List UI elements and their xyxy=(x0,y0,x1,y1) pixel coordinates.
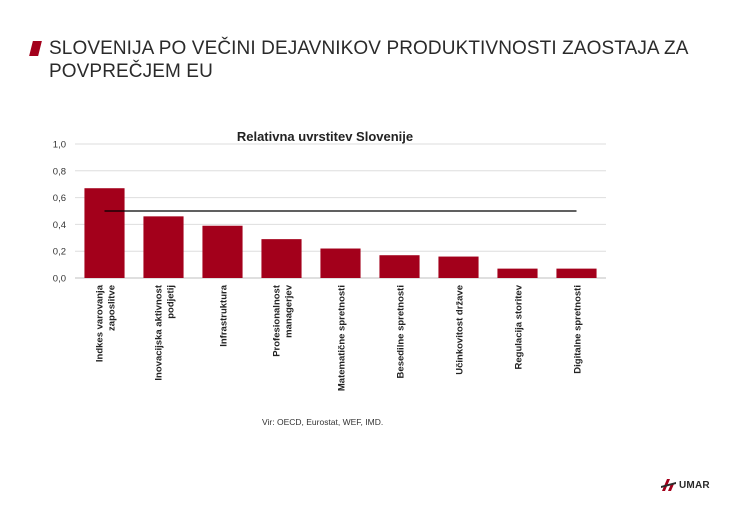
x-tick-label-line: Profesionalnost xyxy=(272,284,283,357)
source-note: Vir: OECD, Eurostat, WEF, IMD. xyxy=(262,417,384,427)
bar xyxy=(438,256,479,278)
x-tick-label: Digitalne spretnosti xyxy=(573,285,584,374)
x-tick-label-line: Matematične spretnosti xyxy=(337,285,348,391)
x-tick-label-line: Infrastruktura xyxy=(219,284,230,346)
y-tick-label: 1,0 xyxy=(53,140,66,151)
x-tick-label: Indkes varovanja zaposlitve xyxy=(95,284,118,362)
bar xyxy=(497,268,538,278)
bar xyxy=(143,216,184,278)
x-tick-label: Profesionalnost managerjev xyxy=(272,284,295,357)
x-tick-label-line: podjetij xyxy=(166,285,177,319)
chart-title: Relativna uvrstitev Slovenije xyxy=(237,129,413,144)
x-tick-label-line: managerjev xyxy=(284,284,295,338)
y-tick-label: 0,4 xyxy=(53,220,66,231)
y-tick-label: 0,8 xyxy=(53,166,66,177)
bar xyxy=(556,268,597,278)
x-tick-label: Inovacijska aktivnost podjetij xyxy=(154,284,177,380)
y-tick-label: 0,2 xyxy=(53,247,66,258)
slide-title: SLOVENIJA PO VEČINI DEJAVNIKOV PRODUKTIV… xyxy=(49,38,688,82)
logo-text: UMAR xyxy=(679,479,710,491)
x-tick-label-line: zaposlitve xyxy=(107,285,118,331)
bar xyxy=(320,248,361,278)
y-tick-label: 0,0 xyxy=(53,274,66,285)
umar-logo: UMAR xyxy=(660,477,710,493)
x-tick-label: Infrastruktura xyxy=(219,284,230,346)
x-tick-label-line: Učinkovitost države xyxy=(455,285,466,375)
x-tick-label-line: Digitalne spretnosti xyxy=(573,285,584,374)
bar xyxy=(379,255,420,278)
bar xyxy=(261,239,302,278)
x-tick-label: Regulacija storitev xyxy=(514,284,525,369)
bar xyxy=(84,188,125,278)
x-tick-label: Besedilne spretnosti xyxy=(396,285,407,378)
bar xyxy=(202,225,243,278)
x-tick-label: Matematične spretnosti xyxy=(337,285,348,391)
x-tick-label-line: Regulacija storitev xyxy=(514,284,525,369)
umar-logo-icon xyxy=(661,479,676,491)
x-tick-label-line: Inovacijska aktivnost xyxy=(154,284,165,380)
x-tick-label-line: Besedilne spretnosti xyxy=(396,285,407,378)
y-tick-label: 0,6 xyxy=(53,193,66,204)
x-tick-label-line: Indkes varovanja xyxy=(95,284,106,362)
x-tick-label: Učinkovitost države xyxy=(455,285,466,375)
